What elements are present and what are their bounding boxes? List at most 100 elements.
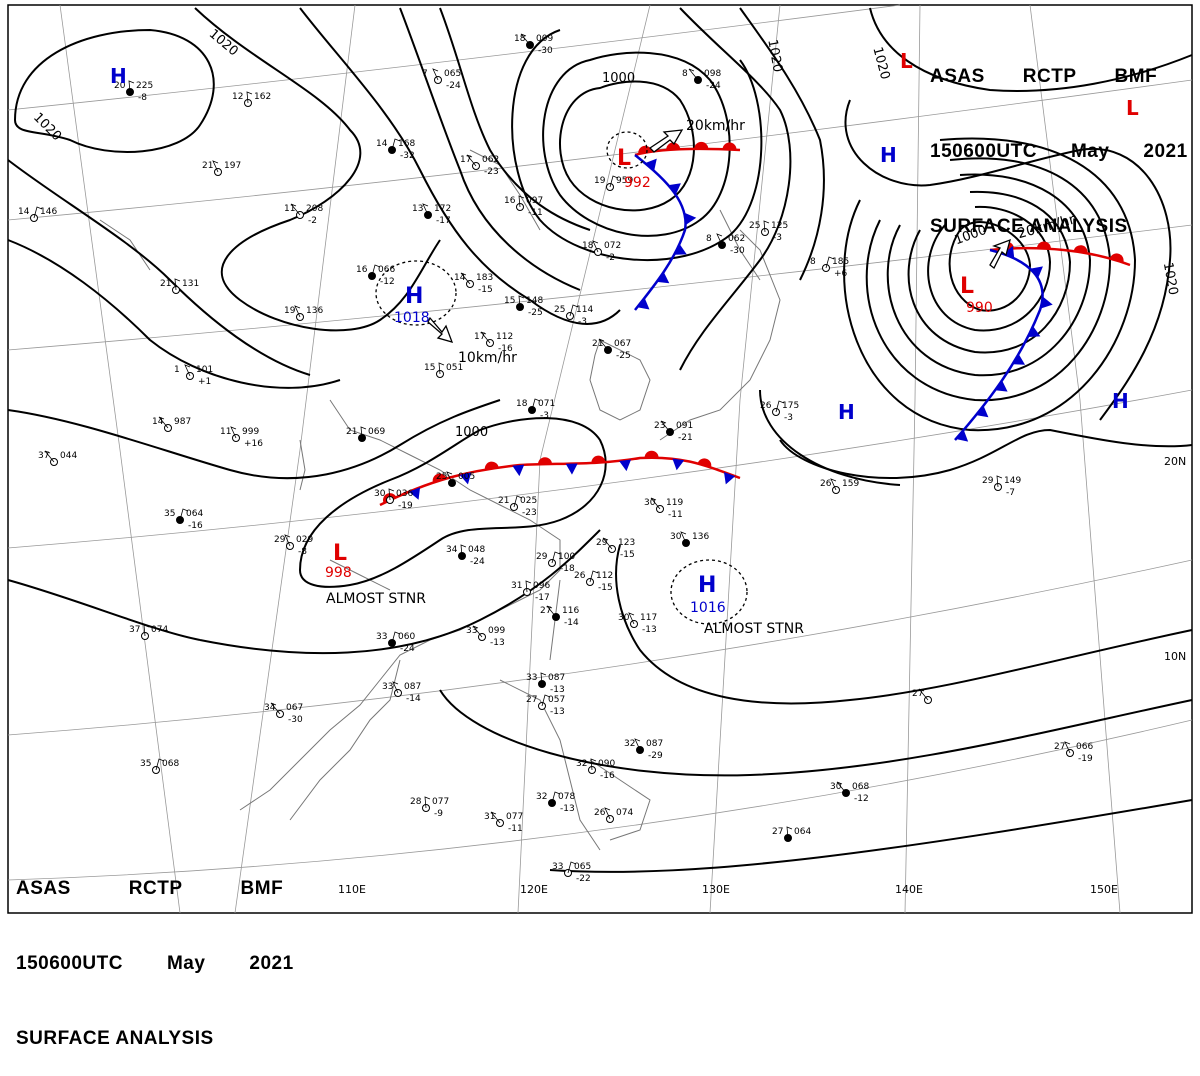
station-temperature: 30 [644,498,656,508]
station-pressure-tendency: -24 [706,81,721,91]
station-plot: 27 057 -13 [526,694,565,717]
header-line-2: 150600UTC May 2021 [930,139,1188,164]
high-center-symbol: H [698,573,716,598]
wind-barb-icon [480,331,491,344]
station-plot: 1 101 +1 [174,364,213,387]
station-temperature: 33 [526,673,537,683]
wind-barb-icon [391,138,401,151]
wind-barb-icon [290,203,301,216]
cold-front-triangle-icon [1003,245,1015,259]
station-plot: 29 100 -18 [536,551,575,574]
isobar-label: 1020 [764,38,785,73]
station-pressure-tendency: -14 [564,618,579,628]
wind-barb-icon [634,738,641,751]
latitude-label: 20N [1164,455,1186,468]
wind-barb-icon [569,304,579,317]
wind-barb-icon [513,495,523,508]
station-temperature: 28 [410,797,422,807]
station-plot: 37 044 [38,450,77,466]
station-temperature: 18 [582,241,594,251]
station-pressure-tendency: -15 [598,583,613,593]
warm-front-semicircle-icon [591,455,606,464]
station-pressure-tendency: -2 [606,253,615,263]
cold-front-triangle-icon [512,464,525,477]
isobar-label: 1000 [602,71,635,86]
station-temperature: 30 [830,782,842,792]
wind-barb-icon [628,612,635,625]
station-pressure: 168 [398,139,415,149]
station-temperature: 35 [164,509,175,519]
station-pressure: 005 [458,472,475,482]
station-pressure-tendency: -12 [380,277,395,287]
station-pressure-tendency: -9 [434,809,443,819]
wind-barb-icon [602,537,613,550]
wind-barb-icon [660,420,671,433]
station-temperature: 8 [810,257,816,267]
header-line-1: ASAS RCTP BMF [16,876,294,901]
map-frame [7,4,1193,914]
station-plot: 7 065 -24 [422,68,461,91]
station-pressure: 116 [562,606,579,616]
station-plot: 26 074 [594,807,633,823]
station-plot: 14 987 [152,416,191,432]
station-temperature: 33 [376,632,387,642]
agency-code: ASAS [930,66,985,87]
cold-front-triangle-icon [684,212,697,225]
station-plot: 27 116 -14 [540,605,579,628]
station-pressure-tendency: -19 [1078,754,1093,764]
station-temperature: 21 [346,427,357,437]
station-pressure: 066 [378,265,395,275]
station-pressure: 068 [852,782,869,792]
isobar-label: 1020 [30,110,64,144]
chart-title: SURFACE ANALYSIS [930,216,1128,237]
header-line-2: 150600UTC May 2021 [16,951,294,976]
station-pressure: 119 [666,498,683,508]
latitude-label: 10N [1164,650,1186,663]
station-plot: 11 999 +16 [220,426,263,449]
month: May [1070,141,1110,162]
station-plot: 30 119 -11 [644,497,683,520]
cold-front-triangle-icon [1030,266,1043,278]
station-plot: 31 096 -17 [511,580,550,603]
system-motion: 20km/hr [686,118,745,134]
station-temperature: 27 [540,606,551,616]
station-plot: 8 062 -30 [706,233,745,256]
station-plot: 23 091 -21 [654,420,693,443]
station-pressure: 067 [286,703,303,713]
station-temperature: 32 [624,739,635,749]
station-temperature: 21 [498,496,509,506]
wind-barb-icon [446,471,453,484]
station-plot: 31 077 -11 [484,811,523,834]
warm-front-semicircle-icon [722,142,737,150]
station-pressure-tendency: -24 [470,557,485,567]
station-plot: 34 048 -24 [446,544,485,567]
station-pressure-tendency: -16 [600,771,615,781]
station-pressure-tendency: -23 [484,167,499,177]
station-pressure: 136 [692,532,709,542]
station-temperature: 29 [274,535,286,545]
station-pressure-tendency: -13 [550,685,565,695]
wind-barb-icon [551,791,561,804]
wind-barb-icon [531,398,541,411]
wind-barb-icon [918,688,929,701]
station-pressure: 069 [368,427,385,437]
station-temperature: 27 [912,689,923,699]
station-temperature: 37 [38,451,49,461]
header-line-1: ASAS RCTP BMF [930,64,1188,89]
station-pressure: 099 [488,626,505,636]
station-code: RCTP [1022,66,1077,87]
station-pressure: 087 [404,682,421,692]
station-pressure-tendency: -16 [188,521,203,531]
station-pressure-tendency: -16 [498,344,513,354]
wind-barb-icon [460,544,467,557]
station-pressure: 146 [40,207,57,217]
cold-front-triangle-icon [955,429,969,442]
isobars [7,7,1193,873]
station-plot: 15 148 -25 [504,295,543,318]
system-outlines [375,131,748,625]
station-pressure-tendency: -30 [730,246,745,256]
low-center-symbol: L [617,146,631,171]
cold-front-triangle-icon [565,463,578,475]
wind-barb-icon [592,240,599,253]
wind-barb-icon [422,203,429,216]
